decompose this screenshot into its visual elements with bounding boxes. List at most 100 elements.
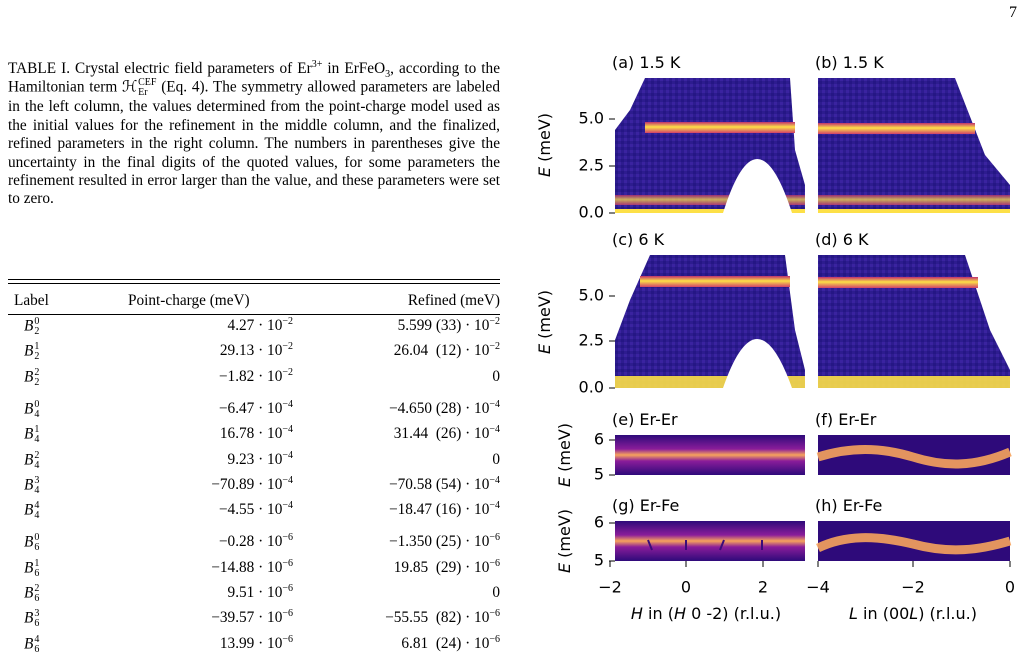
mantissa: −0.28 · 10 bbox=[218, 533, 283, 551]
y-axis-label: E (meV) bbox=[555, 509, 574, 573]
label-base: B bbox=[24, 368, 34, 386]
exponent: −6 bbox=[282, 582, 293, 594]
label-sup: 0 bbox=[34, 316, 40, 327]
mantissa: −55.55 (82) · 10 bbox=[385, 609, 490, 627]
mantissa: 31.44 (26) · 10 bbox=[393, 425, 490, 443]
caption-sup: CEF bbox=[138, 77, 157, 89]
label-sub: 6 bbox=[34, 618, 40, 630]
label-sub: 4 bbox=[34, 484, 40, 496]
panel-title: (a) 1.5 K bbox=[612, 53, 681, 72]
column-header: Refined (meV) bbox=[407, 292, 500, 309]
y-label-symbol: E bbox=[555, 562, 574, 573]
table-cell: 5.599 (33) · 10−2 bbox=[397, 316, 500, 335]
mantissa: −4.650 (28) · 10 bbox=[388, 399, 490, 417]
mantissa: 9.23 · 10 bbox=[227, 450, 283, 468]
exponent: −2 bbox=[489, 341, 500, 353]
band bbox=[818, 195, 1010, 205]
y-tick-label: 0.0 bbox=[579, 203, 604, 222]
table-cell: 0 bbox=[492, 584, 500, 602]
mantissa: −70.58 (54) · 10 bbox=[388, 475, 490, 493]
exponent: −4 bbox=[489, 424, 500, 436]
band bbox=[816, 533, 1012, 555]
caption-text: ℋ bbox=[122, 78, 138, 96]
table-cell: −18.47 (16) · 10−4 bbox=[389, 501, 500, 519]
label-sub: 4 bbox=[34, 510, 40, 522]
panel-title: (e) Er-Er bbox=[612, 410, 678, 429]
label-sub: 4 bbox=[34, 408, 40, 420]
exponent: −2 bbox=[282, 366, 293, 378]
table-cell: −0.28 · 10−6 bbox=[219, 533, 293, 551]
column-header: Label bbox=[14, 292, 49, 309]
x-label-part: H bbox=[631, 604, 643, 623]
y-label-unit: (meV) bbox=[535, 290, 554, 344]
ticks: (a) 1.5 K (b) 1.5 K (c) 6 K (d) 6 K (e) Er-E… bbox=[535, 53, 1015, 623]
label-sup: 1 bbox=[34, 557, 40, 569]
mantissa: 6.81 (24) · 10 bbox=[401, 634, 490, 652]
table-cell: −4.650 (28) · 10−4 bbox=[388, 399, 500, 418]
mask bbox=[723, 159, 792, 213]
x-label-part: H bbox=[674, 604, 686, 623]
mantissa: 9.51 · 10 bbox=[227, 584, 283, 601]
table-cell: 26.04 (12) · 10−2 bbox=[394, 342, 500, 360]
exponent: −6 bbox=[282, 608, 293, 620]
mask bbox=[955, 78, 1010, 185]
label-base: B bbox=[24, 476, 34, 494]
y-tick-label: 0.0 bbox=[579, 378, 604, 397]
column-header: Point-charge (meV) bbox=[128, 292, 250, 309]
mask bbox=[615, 255, 650, 340]
label-sup: 1 bbox=[34, 424, 40, 436]
mantissa: 0 bbox=[492, 367, 500, 385]
table-row: B 1 2 29.13 · 10−2 26.04 (12) · 10−2 bbox=[8, 342, 500, 364]
mask bbox=[790, 78, 805, 185]
page-number: 7 bbox=[1009, 4, 1017, 21]
label-base: B bbox=[24, 400, 34, 418]
x-tick-label: 0 bbox=[1005, 578, 1015, 597]
panel-title: (b) 1.5 K bbox=[815, 53, 884, 72]
y-label-unit: (meV) bbox=[555, 509, 574, 563]
table-cell: −55.55 (82) · 10−6 bbox=[385, 609, 500, 627]
label-base: B bbox=[24, 635, 34, 653]
band bbox=[615, 209, 805, 213]
y-label-unit: (meV) bbox=[535, 113, 554, 167]
band bbox=[615, 376, 805, 388]
table-cell: 29.13 · 10−2 bbox=[220, 342, 293, 360]
mantissa: −70.89 · 10 bbox=[211, 475, 283, 493]
label-sub: 6 bbox=[34, 567, 40, 579]
mantissa: 5.599 (33) · 10 bbox=[397, 317, 490, 334]
exponent: −6 bbox=[489, 633, 500, 645]
exponent: −6 bbox=[282, 557, 293, 569]
exponent: −6 bbox=[489, 608, 500, 620]
table-caption: TABLE I. Crystal electric field paramete… bbox=[8, 59, 500, 209]
y-label-symbol: E bbox=[535, 166, 554, 177]
exponent: −4 bbox=[282, 474, 293, 486]
band bbox=[818, 209, 1010, 213]
table-row: B 0 6 −0.28 · 10−6 −1.350 (25) · 10−6 bbox=[8, 533, 500, 555]
caption-text: (Eq. 4). The symmetry allowed parameters… bbox=[8, 78, 500, 208]
heatmap bbox=[818, 78, 1010, 213]
y-tick-label: 2.5 bbox=[579, 156, 604, 175]
band bbox=[640, 276, 790, 287]
exponent: −2 bbox=[282, 341, 293, 353]
x-axis-label: H in (H 0 -2) (r.l.u.) bbox=[631, 604, 781, 623]
table-cell: −1.350 (25) · 10−6 bbox=[389, 533, 500, 551]
table-row: B 3 6 −39.57 · 10−6 −55.55 (82) · 10−6 bbox=[8, 609, 500, 631]
panel-title: (h) Er-Fe bbox=[815, 496, 882, 515]
mantissa: 4.27 · 10 bbox=[227, 317, 283, 334]
caption-text: in ErFeO bbox=[322, 60, 386, 77]
label-base: B bbox=[24, 533, 34, 551]
table-row: B 4 4 −4.55 · 10−4 −18.47 (16) · 10−4 bbox=[8, 501, 500, 523]
y-tick-label: 6 bbox=[594, 430, 604, 449]
y-axis-label: E (meV) bbox=[535, 290, 554, 354]
band bbox=[645, 122, 795, 133]
x-tick-label: −2 bbox=[598, 578, 622, 597]
mantissa: −6.47 · 10 bbox=[218, 399, 283, 417]
table-cell: 9.51 · 10−6 bbox=[227, 582, 293, 602]
mantissa: 29.13 · 10 bbox=[219, 342, 283, 360]
label-sub: 6 bbox=[34, 542, 40, 554]
